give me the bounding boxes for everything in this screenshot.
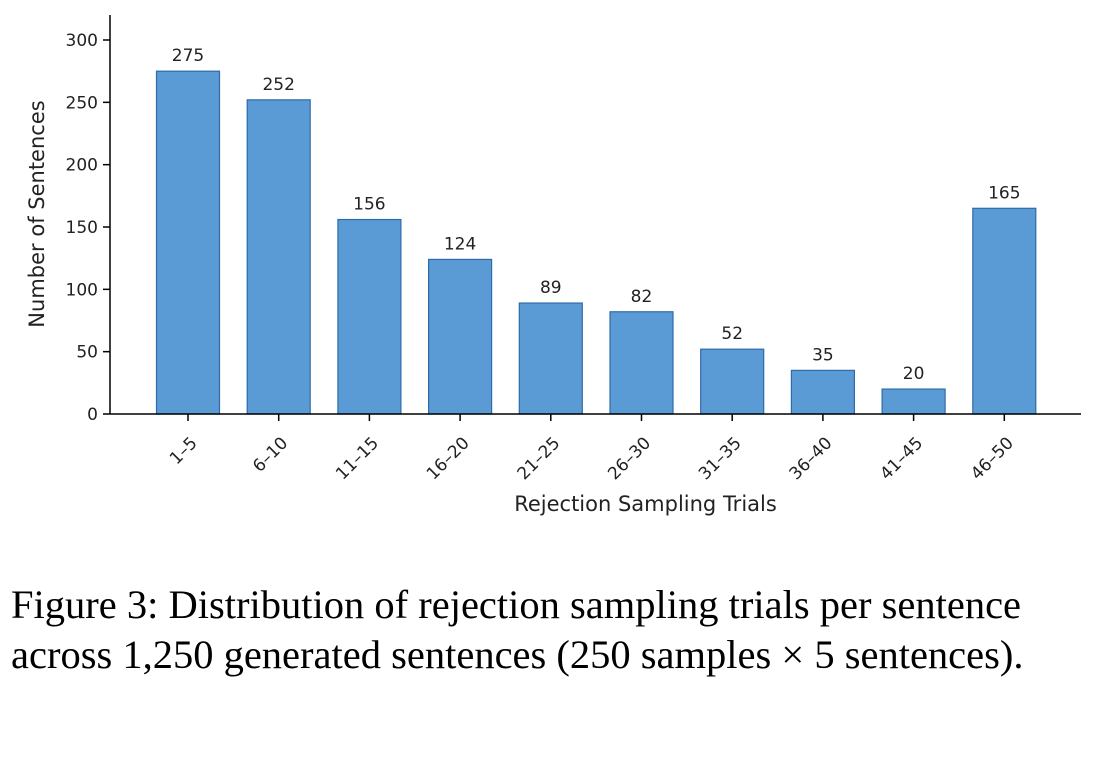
bar xyxy=(972,207,1037,415)
x-tick-label: 6–10 xyxy=(249,433,292,476)
figure-label: Figure 3: xyxy=(11,582,159,627)
bar-chart: 275 252 156 124 89 82 52 35 20 165 0 50 100 150 200 25… xyxy=(25,15,1081,516)
bars-group: 275 252 156 124 89 82 52 35 20 165 xyxy=(155,46,1037,415)
bar xyxy=(790,369,856,415)
data-label: 124 xyxy=(444,234,476,254)
data-label: 35 xyxy=(812,345,834,365)
x-tick-label: 1–5 xyxy=(166,433,201,468)
x-tick-label: 41–45 xyxy=(876,433,927,484)
figure-caption: Figure 3: Distribution of rejection samp… xyxy=(11,580,1101,680)
x-tick-label: 16–20 xyxy=(423,433,474,484)
data-label: 275 xyxy=(172,46,204,66)
y-tick-label: 250 xyxy=(66,93,98,113)
y-tick-label: 150 xyxy=(66,218,98,238)
data-label: 20 xyxy=(903,364,925,384)
data-label: 52 xyxy=(721,324,743,344)
data-label: 156 xyxy=(353,195,385,215)
x-tick-label: 46–50 xyxy=(967,433,1018,484)
bar xyxy=(881,388,946,415)
data-label: 82 xyxy=(631,287,653,307)
bar xyxy=(428,258,493,415)
caption-text: Distribution of rejection sampling trial… xyxy=(11,582,1024,677)
x-tick-label: 26–30 xyxy=(604,433,655,484)
bar xyxy=(609,311,674,415)
x-axis: 1–5 6–10 11–15 16–20 21–25 26–30 31–35 36–40 41–… xyxy=(110,413,1081,484)
x-tick-label: 36–40 xyxy=(786,433,837,484)
y-axis: 0 50 100 150 200 250 300 xyxy=(66,15,111,425)
bar xyxy=(700,348,765,415)
y-tick-label: 300 xyxy=(66,31,98,51)
y-tick-label: 0 xyxy=(87,405,98,425)
bar xyxy=(337,218,402,415)
bar xyxy=(518,302,583,415)
x-tick-label: 31–35 xyxy=(695,433,746,484)
x-tick-label: 11–15 xyxy=(332,433,383,484)
bar xyxy=(246,99,311,415)
x-tick-label: 21–25 xyxy=(514,433,565,484)
y-axis-title: Number of Sentences xyxy=(25,100,49,327)
bar xyxy=(155,70,221,415)
chart-canvas: 275 252 156 124 89 82 52 35 20 165 0 50 100 150 200 25… xyxy=(25,15,1081,516)
y-tick-label: 50 xyxy=(76,343,98,363)
data-label: 252 xyxy=(262,75,294,95)
data-label: 89 xyxy=(540,278,562,298)
y-tick-label: 100 xyxy=(66,280,98,300)
y-tick-label: 200 xyxy=(66,156,98,176)
x-axis-title: Rejection Sampling Trials xyxy=(514,492,777,516)
data-label: 165 xyxy=(988,183,1020,203)
